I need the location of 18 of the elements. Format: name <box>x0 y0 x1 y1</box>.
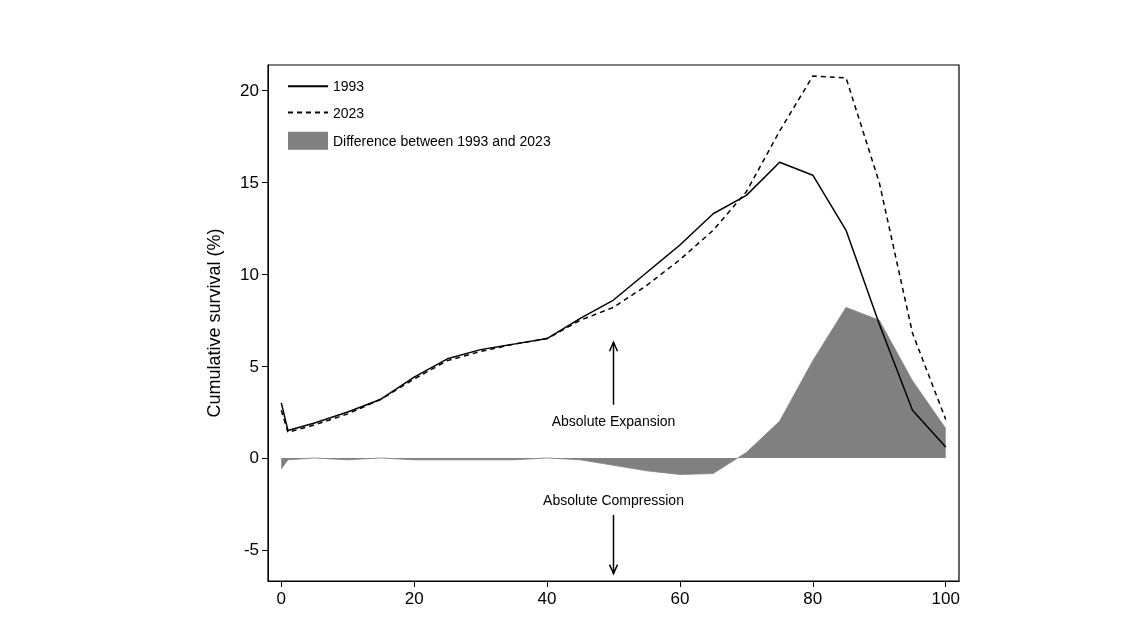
y-axis-title: Cumulative survival (%) <box>204 228 224 418</box>
x-tick-label: 40 <box>537 589 557 608</box>
y-tick-label: 20 <box>240 81 259 101</box>
x-tick-label: 60 <box>670 589 690 608</box>
x-tick-label: 0 <box>276 589 287 608</box>
legend-label: 2023 <box>333 104 365 121</box>
x-tick-label: 80 <box>803 589 823 608</box>
y-tick-label: 0 <box>249 448 259 468</box>
y-tick-label: 10 <box>240 264 259 284</box>
legend-label: Difference between 1993 and 2023 <box>333 132 551 149</box>
y-tick-label: 5 <box>249 356 259 376</box>
annotation: Absolute Expansion <box>551 413 676 430</box>
y-tick-label: -5 <box>243 540 259 560</box>
y-tick-label: 15 <box>240 173 259 193</box>
legend-label: 1993 <box>333 78 365 95</box>
x-tick-label: 100 <box>931 589 960 608</box>
x-tick-label: 20 <box>404 589 424 608</box>
annotation: Absolute Compression <box>543 492 684 509</box>
